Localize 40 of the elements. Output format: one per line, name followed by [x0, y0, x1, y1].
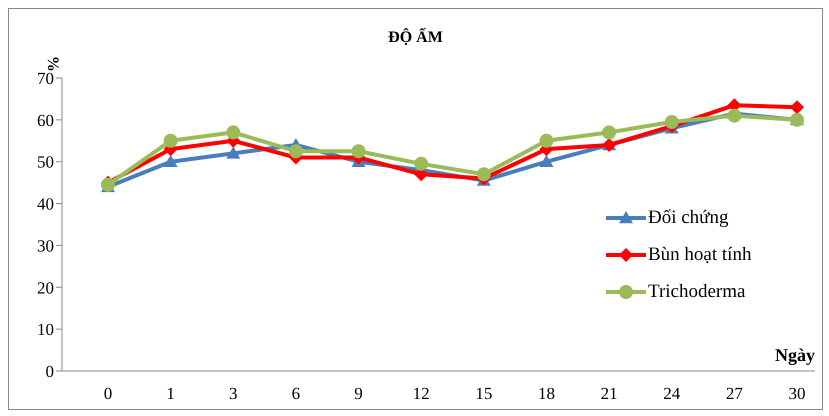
- legend-label: Trichoderma: [648, 280, 746, 302]
- point: [288, 144, 303, 158]
- x-tick-label: 21: [600, 384, 618, 404]
- point: [476, 167, 491, 182]
- y-axis-title: %: [46, 56, 62, 72]
- point: [539, 154, 554, 167]
- x-tick-label: 27: [726, 384, 744, 404]
- x-tick-label: 9: [354, 384, 363, 404]
- x-tick-label: 18: [538, 384, 555, 404]
- point: [602, 125, 616, 140]
- x-tick-label: 6: [292, 384, 300, 404]
- point: [414, 156, 428, 171]
- y-tick-label: 0: [46, 362, 54, 382]
- point: [164, 154, 178, 167]
- x-tick-label: 3: [229, 384, 238, 404]
- y-tick-label: 20: [37, 278, 54, 298]
- x-tick-label: 15: [475, 384, 492, 404]
- point: [664, 114, 679, 129]
- x-tick-label: 30: [788, 384, 806, 404]
- point: [164, 134, 178, 148]
- x-tick-label: 24: [663, 384, 681, 404]
- y-tick-label: 10: [37, 320, 54, 340]
- legend-label: Bùn hoạt tính: [648, 244, 752, 266]
- point: [226, 146, 240, 159]
- point: [539, 134, 554, 148]
- point: [352, 144, 366, 158]
- y-tick-label: 50: [37, 152, 54, 172]
- y-tick-label: 30: [37, 236, 54, 256]
- point: [727, 108, 742, 123]
- x-axis-title: Ngày: [775, 345, 815, 365]
- y-tick-label: 40: [37, 194, 54, 214]
- point: [790, 100, 804, 114]
- x-tick-label: 12: [412, 384, 430, 404]
- x-tick-label: 0: [104, 384, 112, 404]
- y-tick-label: 70: [37, 69, 54, 88]
- point: [226, 125, 240, 140]
- y-tick-label: 60: [37, 110, 54, 130]
- legend-label: Đối chứng: [648, 206, 728, 228]
- x-tick-label: 1: [166, 384, 175, 404]
- chart-title: ĐỘ ẨM: [387, 29, 444, 47]
